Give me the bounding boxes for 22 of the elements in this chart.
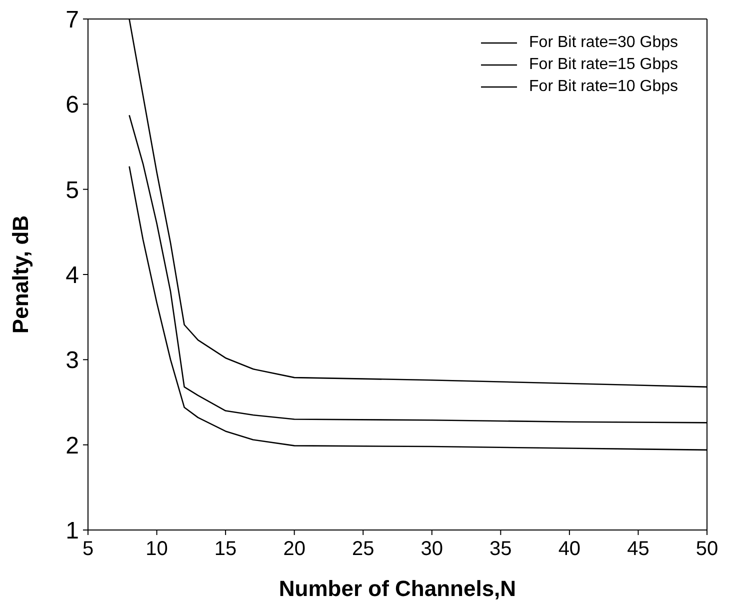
x-tick-label: 15 [214,538,237,560]
y-tick-label: 7 [66,6,79,34]
x-tick-label: 20 [283,538,306,560]
y-tick-label: 6 [66,92,79,119]
x-tick-label: 45 [627,538,650,560]
y-tick-label: 1 [66,518,79,545]
x-tick-label: 50 [696,538,718,560]
y-tick-label: 3 [66,347,79,374]
legend-label: For Bit rate=15 Gbps [529,55,678,75]
y-tick-label: 5 [66,176,79,204]
legend-label: For Bit rate=30 Gbps [529,33,678,53]
x-tick-label: 35 [490,538,512,560]
y-axis-title: Penalty, dB [8,215,33,334]
x-tick-label: 30 [420,538,444,560]
legend-label: For Bit rate=10 Gbps [529,77,678,97]
x-tick-label: 40 [558,538,581,560]
x-tick-label: 10 [146,538,168,560]
y-tick-label: 4 [66,262,79,290]
x-tick-label: 5 [82,538,94,560]
y-tick-label: 2 [66,432,79,460]
x-axis-title: Number of Channels,N [278,576,516,601]
x-tick-label: 25 [352,538,374,560]
